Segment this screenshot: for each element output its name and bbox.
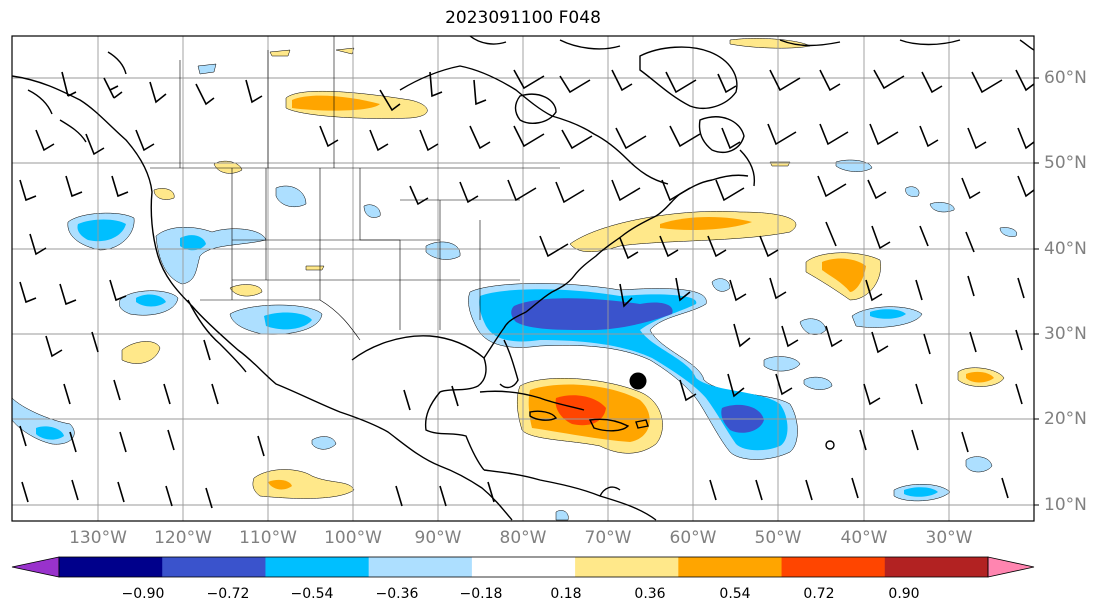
lon-label-110w: 110°W: [239, 528, 297, 548]
lat-label-40n: 40°N: [1044, 239, 1087, 259]
colorbar-segment: [368, 557, 473, 577]
colorbar-segment: [678, 557, 783, 577]
lon-label-130w: 130°W: [69, 528, 127, 548]
colorbar-tick: −0.54: [290, 586, 334, 602]
colorbar-segment: [781, 557, 886, 577]
lon-label-90w: 90°W: [414, 528, 462, 548]
lon-label-40w: 40°W: [840, 528, 888, 548]
colorbar-outline: [58, 556, 989, 578]
lat-label-60n: 60°N: [1044, 68, 1087, 88]
colorbar-segment: [162, 557, 266, 577]
lon-label-50w: 50°W: [754, 528, 802, 548]
colorbar-segment: [575, 557, 679, 577]
colorbar-segment: [59, 557, 163, 577]
colorbar-segment: [265, 557, 370, 577]
colorbar-extend-high: [987, 556, 1035, 578]
colorbar-tick: 0.54: [719, 586, 751, 602]
colorbar-tick: 0.36: [634, 586, 666, 602]
plot-title: 2023091100 F048: [445, 8, 601, 28]
colorbar-tick: 0.90: [888, 586, 920, 602]
political-borders: [150, 36, 560, 341]
colorbar-segment: [884, 557, 989, 577]
colorbar-extend-low: [11, 556, 60, 578]
colorbar-tick: −0.72: [206, 586, 250, 602]
negative-anomaly-regions: [12, 63, 1018, 521]
colorbar-tick: −0.36: [375, 586, 419, 602]
lon-label-80w: 80°W: [499, 528, 547, 548]
lat-label-50n: 50°N: [1044, 153, 1087, 173]
small-circle-marker: [825, 440, 835, 450]
lon-label-70w: 70°W: [584, 528, 632, 548]
lat-label-30n: 30°N: [1044, 324, 1087, 344]
wind-barbs: [19, 69, 1034, 509]
graticule: [12, 36, 1034, 521]
lon-label-60w: 60°W: [669, 528, 717, 548]
lat-label-20n: 20°N: [1044, 409, 1087, 429]
colorbar-tick: −0.90: [121, 586, 165, 602]
lon-label-120w: 120°W: [154, 528, 212, 548]
storm-center-marker: [629, 372, 647, 390]
colorbar-tick: 0.18: [550, 586, 582, 602]
colorbar-tick: −0.18: [459, 586, 503, 602]
colorbar: [11, 556, 1035, 578]
colorbar-tick: 0.72: [803, 586, 835, 602]
lon-label-100w: 100°W: [324, 528, 382, 548]
coastlines: [12, 36, 1034, 521]
positive-anomaly-regions: [121, 38, 1005, 499]
lon-label-30w: 30°W: [925, 528, 973, 548]
axis-ticks: [1034, 77, 1039, 506]
map-frame: [11, 35, 1035, 522]
lat-label-10n: 10°N: [1044, 495, 1087, 515]
colorbar-segment: [471, 557, 576, 577]
